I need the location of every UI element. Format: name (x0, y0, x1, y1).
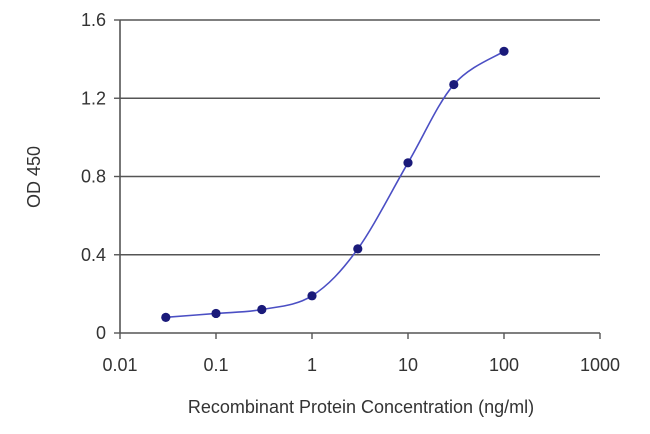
data-point (211, 308, 221, 319)
x-tick-label: 10 (398, 355, 418, 375)
x-tick-label: 0.1 (203, 355, 228, 375)
x-tick-label: 1 (307, 355, 317, 375)
y-axis-title: OD 450 (24, 146, 44, 208)
y-tick-label: 0 (96, 323, 106, 343)
data-point (403, 158, 413, 168)
series-line (165, 50, 505, 319)
data-point (449, 79, 459, 90)
data-point (257, 304, 267, 315)
y-tick-label: 0.4 (81, 245, 106, 265)
series (161, 46, 509, 322)
data-point (161, 312, 171, 322)
data-point (307, 291, 317, 301)
x-axis-title: Recombinant Protein Concentration (ng/ml… (188, 397, 534, 417)
y-tick-label: 0.8 (81, 167, 106, 187)
data-point (499, 46, 509, 56)
data-point (353, 244, 363, 254)
y-tick-labels: 0 0.4 0.8 1.2 1.6 (81, 10, 106, 343)
x-tick-label: 0.01 (102, 355, 137, 375)
x-tick-label: 1000 (580, 355, 620, 375)
x-tick-labels: 0.01 0.1 1 10 100 1000 (102, 355, 620, 375)
axes (114, 19, 601, 339)
y-tick-label: 1.2 (81, 88, 106, 108)
y-tick-label: 1.6 (81, 10, 106, 30)
x-tick-label: 100 (489, 355, 519, 375)
grid-lines (120, 19, 600, 256)
